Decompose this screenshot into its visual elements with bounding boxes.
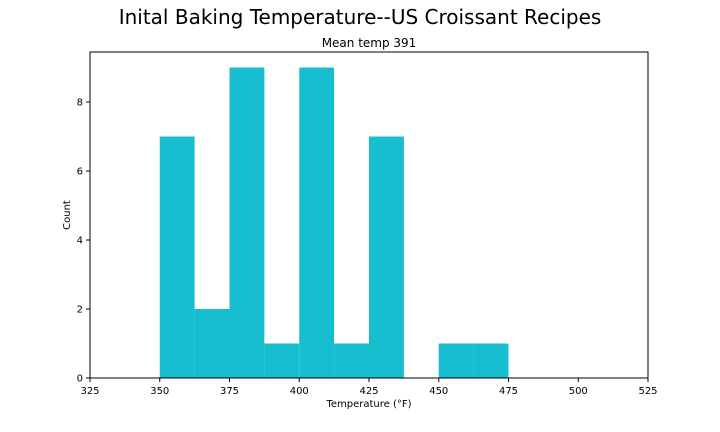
y-tick-label: 4 [77,236,83,247]
y-axis-label: Count [62,200,73,230]
x-axis: 325 350 375 400 425 450 475 500 525 [80,378,658,397]
x-tick-label: 500 [569,386,588,397]
chart-title: Mean temp 391 [322,36,417,50]
histogram-bar-5 [334,343,369,378]
y-tick-label: 6 [77,167,83,178]
x-axis-label: Temperature (°F) [325,399,411,410]
histogram-bar-9 [473,343,509,378]
x-tick-label: 475 [499,386,518,397]
histogram-bar-4 [299,67,335,379]
x-tick-label: 525 [638,386,657,397]
x-tick-label: 425 [359,386,378,397]
y-axis: 0 2 4 6 8 [77,98,90,385]
x-tick-label: 400 [290,386,309,397]
histogram-bar-2 [229,67,265,379]
chart-suptitle: Inital Baking Temperature--US Croissant … [119,5,602,29]
histogram-bar-0 [159,136,195,378]
histogram-bar-8 [438,343,474,378]
x-tick-label: 450 [429,386,448,397]
x-tick-label: 325 [80,386,99,397]
x-tick-label: 350 [150,386,169,397]
bars-group [159,67,509,379]
histogram-bar-6 [369,136,404,378]
x-tick-label: 375 [220,386,239,397]
y-tick-label: 0 [77,374,83,385]
y-tick-label: 8 [77,98,83,109]
histogram-bar-3 [264,343,300,378]
histogram-bar-1 [194,309,230,378]
y-tick-label: 2 [77,305,83,316]
